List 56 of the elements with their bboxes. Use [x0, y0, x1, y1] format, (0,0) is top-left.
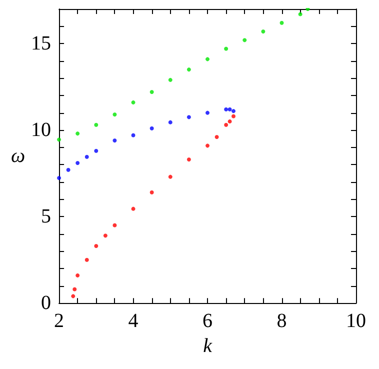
point — [103, 234, 108, 238]
y-tick-label: 10 — [31, 119, 52, 142]
point — [72, 287, 77, 292]
point — [168, 78, 172, 82]
point — [112, 223, 117, 228]
point — [224, 46, 228, 51]
x-tick-label: 2 — [54, 310, 64, 332]
point — [94, 244, 98, 248]
y-tick-label: 15 — [31, 32, 52, 55]
x-tick-label: 6 — [202, 310, 213, 332]
point — [206, 110, 210, 115]
point — [242, 38, 247, 42]
point — [131, 100, 136, 104]
point — [168, 174, 172, 179]
point — [206, 144, 210, 148]
point — [150, 190, 154, 194]
point — [168, 120, 172, 124]
point — [112, 112, 117, 117]
point — [57, 138, 62, 142]
point — [76, 132, 80, 136]
point — [224, 107, 228, 112]
point — [76, 160, 80, 165]
y-axis-title: ω — [10, 145, 26, 168]
point — [84, 154, 89, 159]
point — [66, 168, 70, 172]
point — [186, 115, 191, 120]
point — [84, 258, 89, 262]
x-tick-label: 8 — [276, 310, 287, 332]
point — [298, 12, 302, 16]
point — [76, 273, 80, 278]
point — [228, 107, 232, 112]
point — [306, 8, 310, 11]
y-tick-label: 5 — [41, 206, 52, 228]
y-tick-label: 0 — [41, 292, 52, 314]
point — [224, 122, 228, 127]
point — [214, 135, 219, 140]
point — [71, 294, 76, 298]
point — [112, 138, 117, 142]
point — [131, 206, 136, 211]
point — [228, 119, 232, 124]
x-axis-title: k — [203, 335, 214, 357]
point — [57, 176, 62, 180]
point — [131, 133, 136, 138]
point — [232, 114, 236, 118]
point — [150, 90, 154, 94]
point — [261, 29, 266, 34]
point — [232, 109, 236, 114]
point — [280, 20, 284, 25]
x-tick-label: 4 — [128, 310, 138, 332]
point — [186, 68, 191, 72]
point — [186, 158, 191, 162]
point — [206, 57, 210, 62]
point — [150, 126, 154, 130]
x-tick-label: 10 — [346, 310, 366, 332]
point — [94, 148, 98, 153]
point — [94, 122, 98, 127]
